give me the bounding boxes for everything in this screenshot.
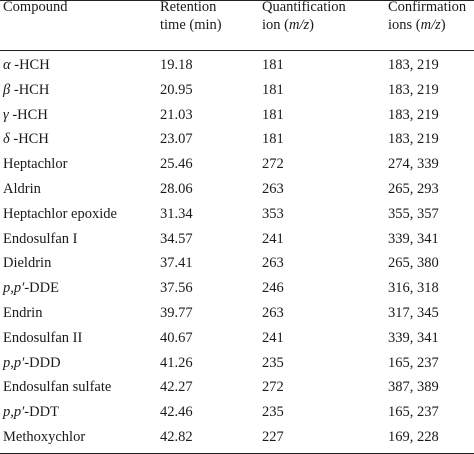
cell-confirmation-ions: 183, 219 [388, 81, 439, 98]
cell-compound: p,p′-DDT [3, 404, 59, 421]
cell-retention-time: 37.41 [160, 255, 193, 272]
cell-retention-time: 34.57 [160, 230, 193, 247]
cell-quantification-ion: 353 [262, 205, 284, 222]
table-top-rule [0, 0, 474, 1]
cell-confirmation-ions: 183, 219 [388, 106, 439, 123]
cell-compound: Endosulfan II [3, 329, 83, 346]
cell-compound: Dieldrin [3, 255, 52, 272]
cell-compound: δ -HCH [3, 131, 49, 148]
cell-quantification-ion: 241 [262, 230, 284, 247]
cell-confirmation-ions: 265, 293 [388, 181, 439, 197]
cell-confirmation-ions: 183, 219 [388, 131, 439, 148]
table-header-rule [0, 50, 474, 51]
cell-quantification-ion: 272 [262, 156, 284, 173]
cell-confirmation-ions: 339, 341 [388, 329, 439, 346]
cell-confirmation-ions: 274, 339 [388, 156, 439, 173]
header-quantification-line2: ion (m/z) [262, 17, 314, 33]
cell-quantification-ion: 235 [262, 354, 284, 371]
cell-compound: Heptachlor [3, 156, 68, 173]
header-confirmation-line1: Confirmation [388, 0, 467, 15]
cell-confirmation-ions: 316, 318 [388, 280, 439, 297]
cell-compound: β -HCH [3, 81, 50, 98]
cell-quantification-ion: 181 [262, 131, 284, 148]
cell-compound: γ -HCH [3, 106, 48, 123]
cell-confirmation-ions: 169, 228 [388, 429, 439, 445]
cell-quantification-ion: 181 [262, 81, 284, 98]
cell-retention-time: 25.46 [160, 156, 193, 173]
cell-quantification-ion: 246 [262, 280, 284, 297]
cell-quantification-ion: 263 [262, 181, 284, 197]
cell-compound: p,p′-DDD [3, 354, 61, 371]
cell-quantification-ion: 181 [262, 106, 284, 123]
header-compound: Compound [3, 0, 68, 15]
cell-quantification-ion: 181 [262, 57, 284, 73]
cell-retention-time: 42.82 [160, 429, 193, 445]
cell-quantification-ion: 235 [262, 404, 284, 421]
cell-retention-time: 21.03 [160, 106, 193, 123]
cell-quantification-ion: 227 [262, 429, 284, 445]
cell-confirmation-ions: 265, 380 [388, 255, 439, 272]
cell-confirmation-ions: 317, 345 [388, 305, 439, 321]
header-retention-line1: Retention [160, 0, 217, 15]
cell-compound: Methoxychlor [3, 429, 86, 445]
cell-compound: α -HCH [3, 57, 50, 73]
cell-retention-time: 39.77 [160, 305, 193, 321]
cell-quantification-ion: 241 [262, 329, 284, 346]
cell-confirmation-ions: 165, 237 [388, 404, 439, 421]
cell-retention-time: 42.27 [160, 379, 193, 396]
cell-retention-time: 40.67 [160, 329, 193, 346]
cell-quantification-ion: 263 [262, 305, 284, 321]
cell-retention-time: 37.56 [160, 280, 193, 297]
cell-retention-time: 23.07 [160, 131, 193, 148]
cell-confirmation-ions: 165, 237 [388, 354, 439, 371]
cell-compound: p,p′-DDE [3, 280, 59, 297]
cell-compound: Heptachlor epoxide [3, 205, 117, 222]
cell-confirmation-ions: 339, 341 [388, 230, 439, 247]
cell-retention-time: 20.95 [160, 81, 193, 98]
cell-confirmation-ions: 355, 357 [388, 205, 439, 222]
cell-retention-time: 31.34 [160, 205, 193, 222]
cell-confirmation-ions: 387, 389 [388, 379, 439, 396]
cell-compound: Endosulfan I [3, 230, 78, 247]
cell-compound: Endosulfan sulfate [3, 379, 112, 396]
cell-confirmation-ions: 183, 219 [388, 57, 439, 73]
cell-retention-time: 42.46 [160, 404, 193, 421]
cell-quantification-ion: 263 [262, 255, 284, 272]
cell-quantification-ion: 272 [262, 379, 284, 396]
cell-retention-time: 28.06 [160, 181, 193, 197]
header-confirmation-line2: ions (m/z) [388, 17, 446, 33]
cell-retention-time: 19.18 [160, 57, 193, 73]
cell-compound: Aldrin [3, 181, 41, 197]
cell-retention-time: 41.26 [160, 354, 193, 371]
header-retention-line2: time (min) [160, 17, 222, 33]
header-quantification-line1: Quantification [262, 0, 346, 15]
cell-compound: Endrin [3, 305, 43, 321]
